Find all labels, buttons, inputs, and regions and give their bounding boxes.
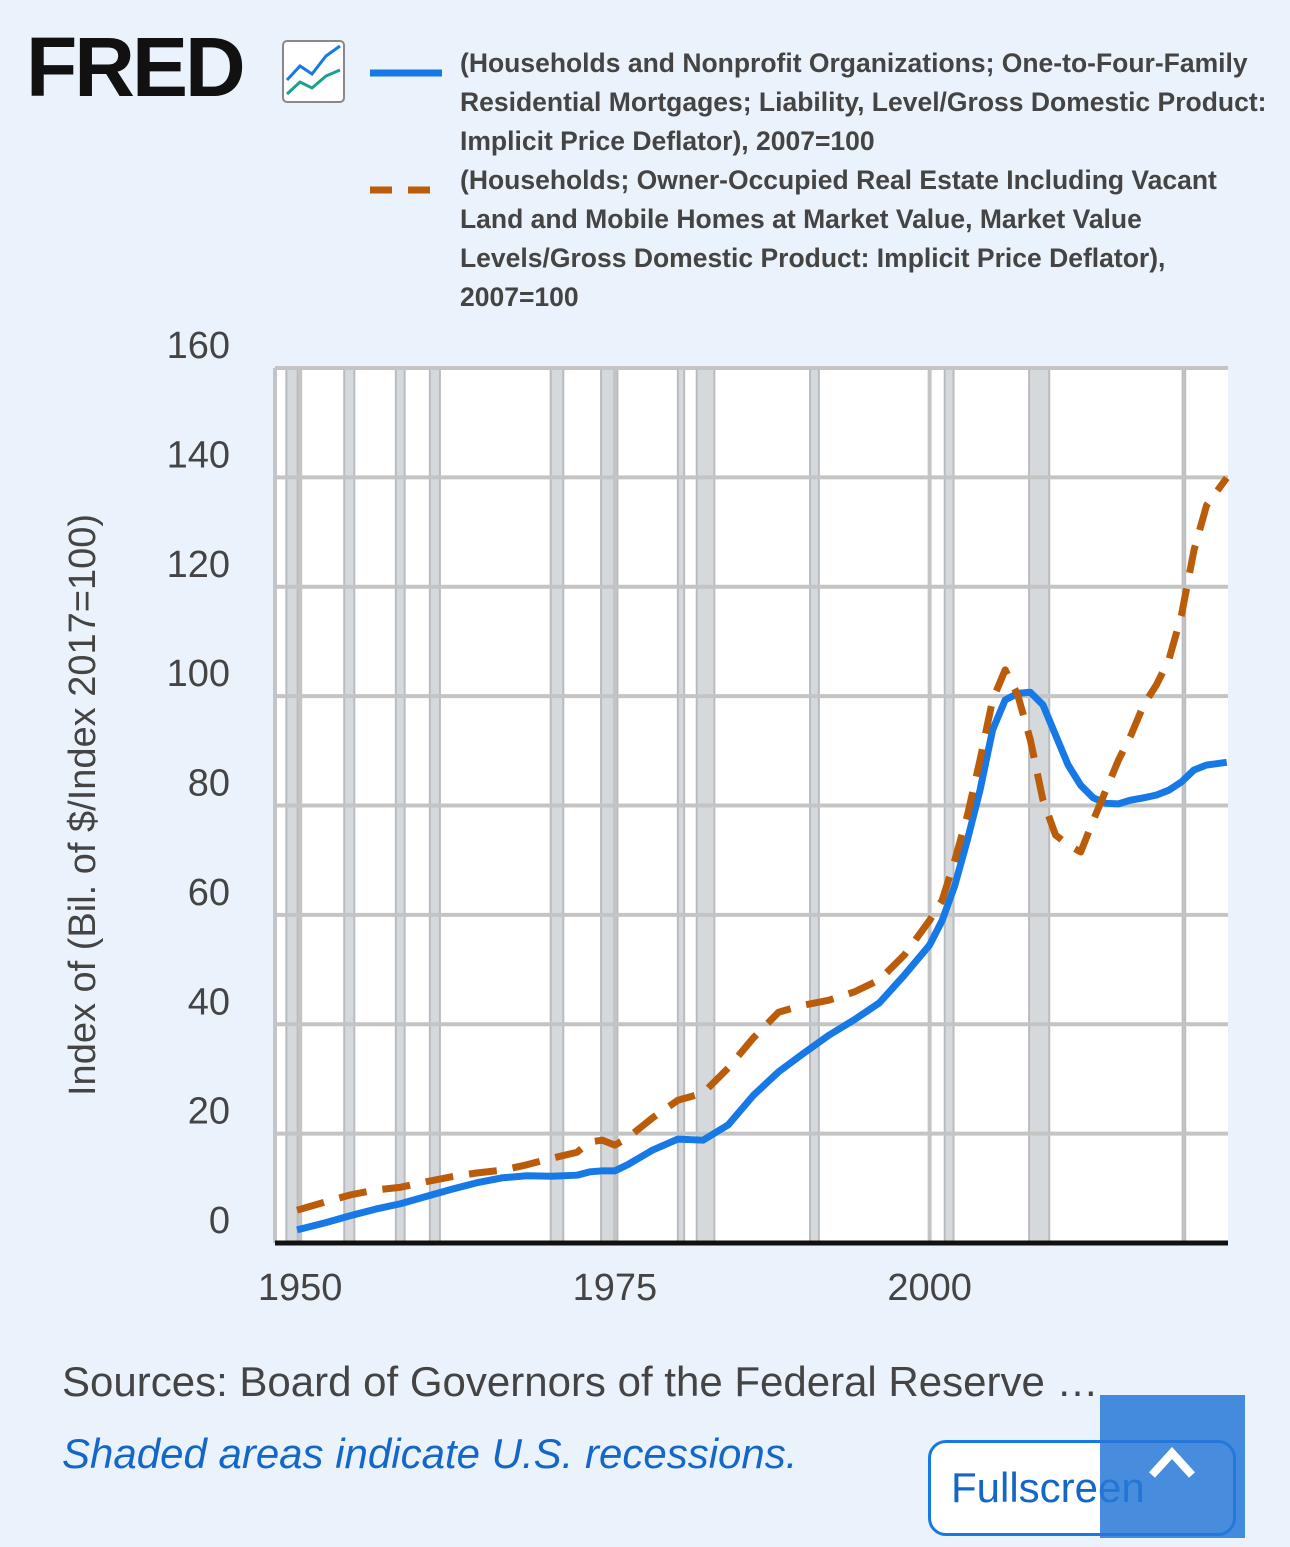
- legend-entry: (Households; Owner-Occupied Real Estate …: [460, 165, 1217, 312]
- y-tick-label: 40: [188, 981, 230, 1023]
- recession-note: Shaded areas indicate U.S. recessions.: [62, 1430, 798, 1477]
- logo-icon-line: [285, 44, 341, 82]
- y-tick-label: 60: [188, 872, 230, 914]
- sources: Sources: Board of Governors of the Feder…: [62, 1358, 1099, 1405]
- x-tick-label: 1950: [258, 1267, 343, 1309]
- y-tick-label: 20: [188, 1091, 230, 1133]
- y-tick-label: 160: [167, 325, 230, 367]
- data-line: [296, 475, 1230, 1214]
- y-tick-label: 0: [209, 1200, 230, 1242]
- data-line: [296, 688, 1228, 1234]
- x-tick-label: 1975: [573, 1267, 658, 1309]
- y-tick-label: 120: [167, 544, 230, 586]
- y-tick-label: 100: [167, 653, 230, 695]
- x-tick-label: 2000: [887, 1267, 972, 1309]
- scroll-top-button[interactable]: [1100, 1395, 1245, 1538]
- y-tick-label: 80: [188, 763, 230, 805]
- logo-icon-line: [285, 68, 341, 96]
- scroll-top-icon: [1149, 1447, 1195, 1478]
- caret: [1149, 1447, 1195, 1478]
- y-axis-label: Index of (Bil. of $/Index 2017=100): [62, 514, 104, 1096]
- legend-entry: (Households and Nonprofit Organizations;…: [460, 48, 1267, 156]
- y-tick-label: 140: [167, 434, 230, 476]
- logo: FRED: [26, 20, 243, 114]
